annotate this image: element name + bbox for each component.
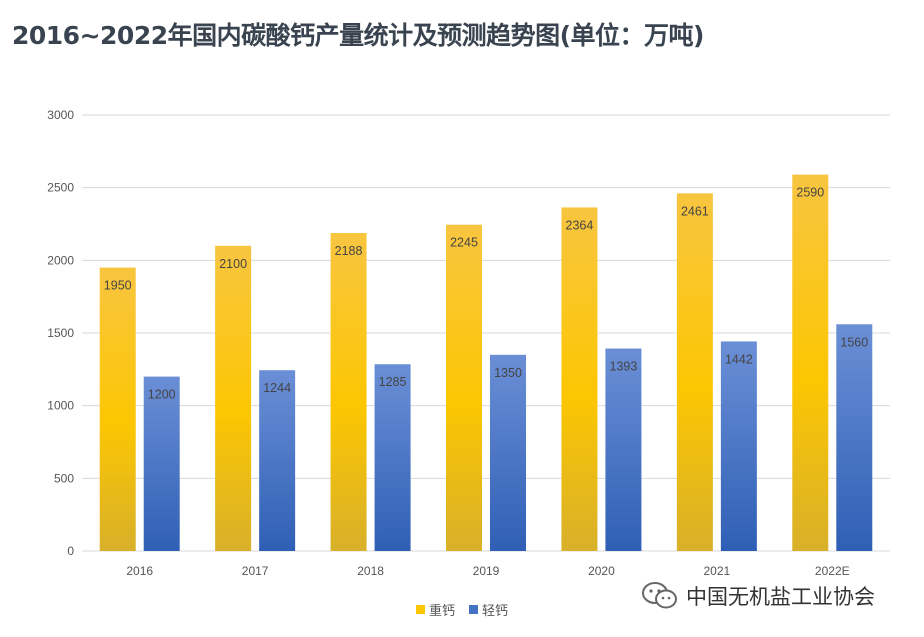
bar-heavy xyxy=(330,233,367,551)
x-tick-label: 2021 xyxy=(704,564,731,578)
bar-light xyxy=(143,376,180,551)
bars: 1950 1200 2100 1244 2188 1285 2245 1350 2364 1393… xyxy=(99,174,873,552)
y-axis: 0 500 1000 1500 2000 2500 3000 xyxy=(47,108,74,558)
legend-item-heavy: 重钙 xyxy=(415,600,455,619)
data-label: 2364 xyxy=(566,218,594,232)
bar-heavy xyxy=(446,224,482,551)
data-label: 1950 xyxy=(104,279,132,293)
bar-light xyxy=(720,341,757,551)
watermark: 中国无机盐工业协会 xyxy=(640,580,875,612)
x-tick-label: 2016 xyxy=(126,564,153,578)
x-tick-label: 2020 xyxy=(588,564,615,578)
data-label: 1560 xyxy=(840,335,868,349)
bar-heavy xyxy=(792,174,829,551)
legend-swatch-light xyxy=(469,605,478,614)
y-tick-label: 3000 xyxy=(47,108,74,122)
y-tick-label: 0 xyxy=(67,544,74,558)
x-axis: 2016 2017 2018 2019 2020 2021 2022E xyxy=(126,564,849,578)
data-label: 1285 xyxy=(379,375,407,389)
bar-light xyxy=(605,348,642,551)
bar-light xyxy=(490,354,526,551)
y-tick-label: 2000 xyxy=(47,253,74,267)
data-label: 1200 xyxy=(148,388,176,402)
data-label: 1442 xyxy=(725,352,753,366)
legend-label-heavy: 重钙 xyxy=(428,604,455,619)
data-label: 2461 xyxy=(681,204,709,218)
data-label: 2245 xyxy=(450,236,478,250)
bar-heavy xyxy=(676,193,713,552)
y-tick-label: 2500 xyxy=(47,181,74,195)
legend-swatch-heavy xyxy=(415,605,425,614)
legend-label-light: 轻钙 xyxy=(482,604,509,619)
data-label: 1393 xyxy=(610,360,638,374)
wechat-icon xyxy=(642,582,677,609)
bar-light xyxy=(374,364,411,551)
x-tick-label: 2019 xyxy=(473,564,500,578)
x-tick-label: 2018 xyxy=(357,564,384,578)
data-label: 2188 xyxy=(335,244,363,258)
x-tick-label: 2022E xyxy=(815,564,850,578)
gridlines xyxy=(82,114,890,552)
bar-light xyxy=(259,370,296,551)
bar-heavy xyxy=(99,267,136,551)
y-tick-label: 1500 xyxy=(47,326,74,340)
y-tick-label: 500 xyxy=(54,471,74,485)
chart-title: 2016~2022年国内碳酸钙产量统计及预测趋势图(单位：万吨) xyxy=(12,21,704,50)
bar-heavy xyxy=(215,245,252,552)
watermark-text: 中国无机盐工业协会 xyxy=(686,585,875,609)
data-label: 2100 xyxy=(219,257,247,271)
bar-light xyxy=(836,324,873,551)
legend: 重钙 轻钙 xyxy=(0,600,924,619)
data-label: 1244 xyxy=(263,381,291,395)
y-tick-label: 1000 xyxy=(47,399,74,413)
legend-item-light: 轻钙 xyxy=(469,600,508,619)
bar-heavy xyxy=(561,207,598,551)
x-tick-label: 2017 xyxy=(242,564,269,578)
data-label: 2590 xyxy=(796,186,824,200)
data-label: 1350 xyxy=(494,366,522,380)
